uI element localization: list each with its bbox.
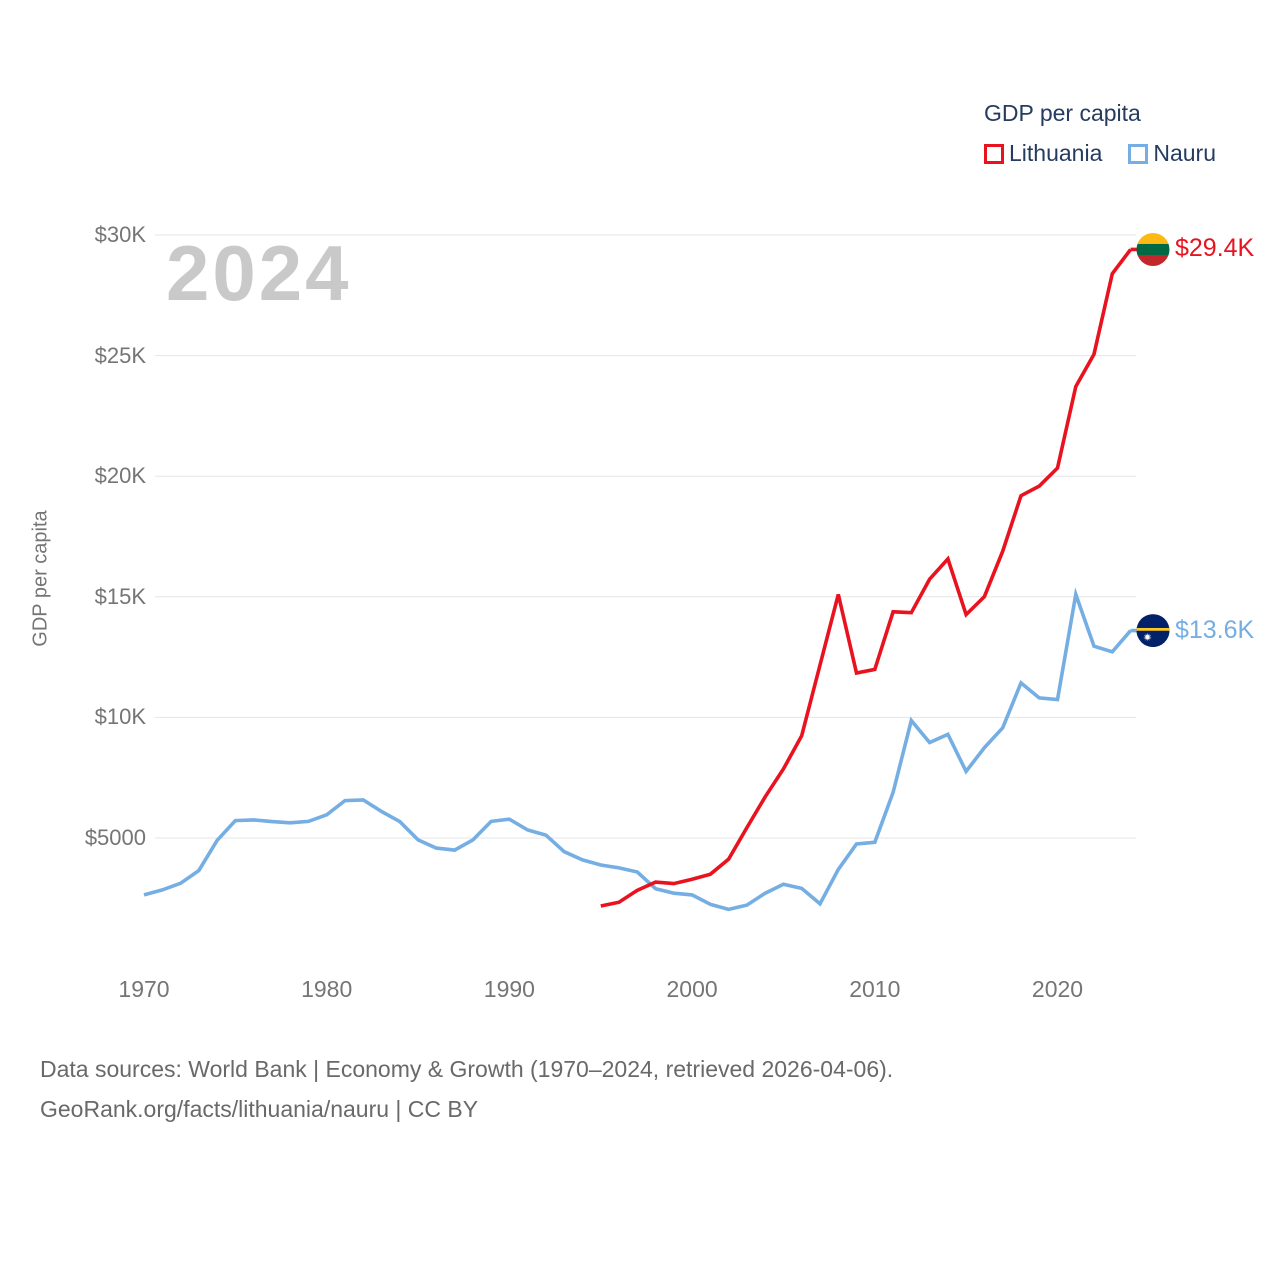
x-tick-label: 2020 [1031, 976, 1084, 1002]
legend-label-nauru: Nauru [1153, 140, 1217, 166]
chart-watermark-year: 2024 [166, 229, 352, 317]
nauru-flag-icon [1136, 614, 1170, 648]
end-label-nauru: $13.6K [1175, 615, 1255, 644]
legend-title: GDP per capita [984, 100, 1141, 126]
y-tick-label: $10K [94, 704, 146, 730]
series-line-nauru[interactable] [143, 587, 1132, 912]
chart-legend: GDP per capita Lithuania Nauru [984, 100, 1216, 167]
nauru-swatch-icon [1128, 143, 1149, 164]
y-axis-title: GDP per capita [29, 510, 52, 647]
gdp-chart-svg [143, 232, 1170, 912]
legend-item-lithuania[interactable]: Lithuania [984, 140, 1102, 167]
x-tick-label: 1980 [301, 976, 353, 1002]
lithuania-swatch-icon [984, 143, 1004, 164]
footer-attribution-line: GeoRank.org/facts/lithuania/nauru | CC B… [40, 1096, 479, 1122]
gdp-chart: 2024 GDP per capita Lithuania Nauru GDP … [29, 100, 1255, 1002]
y-tick-label: $25K [94, 342, 146, 368]
chart-footer: Data sources: World Bank | Economy & Gro… [40, 1049, 1240, 1129]
lithuania-flag-icon [1136, 232, 1170, 266]
x-tick-label: 1990 [483, 976, 535, 1002]
footer-sources-line: Data sources: World Bank | Economy & Gro… [40, 1056, 894, 1082]
end-label-lithuania: $29.4K [1175, 234, 1255, 263]
legend-items: Lithuania Nauru [984, 140, 1216, 167]
series-line-lithuania[interactable] [600, 248, 1133, 908]
x-tick-label: 2000 [666, 976, 718, 1002]
x-tick-label: 1970 [118, 976, 170, 1002]
x-tick-label: 2010 [849, 976, 901, 1002]
legend-item-nauru[interactable]: Nauru [1128, 140, 1216, 167]
y-tick-label: $15K [94, 583, 146, 609]
legend-label-lithuania: Lithuania [1009, 140, 1103, 166]
y-tick-label: $20K [94, 463, 146, 489]
y-tick-label: $5000 [84, 825, 146, 850]
y-tick-label: $30K [94, 222, 146, 247]
